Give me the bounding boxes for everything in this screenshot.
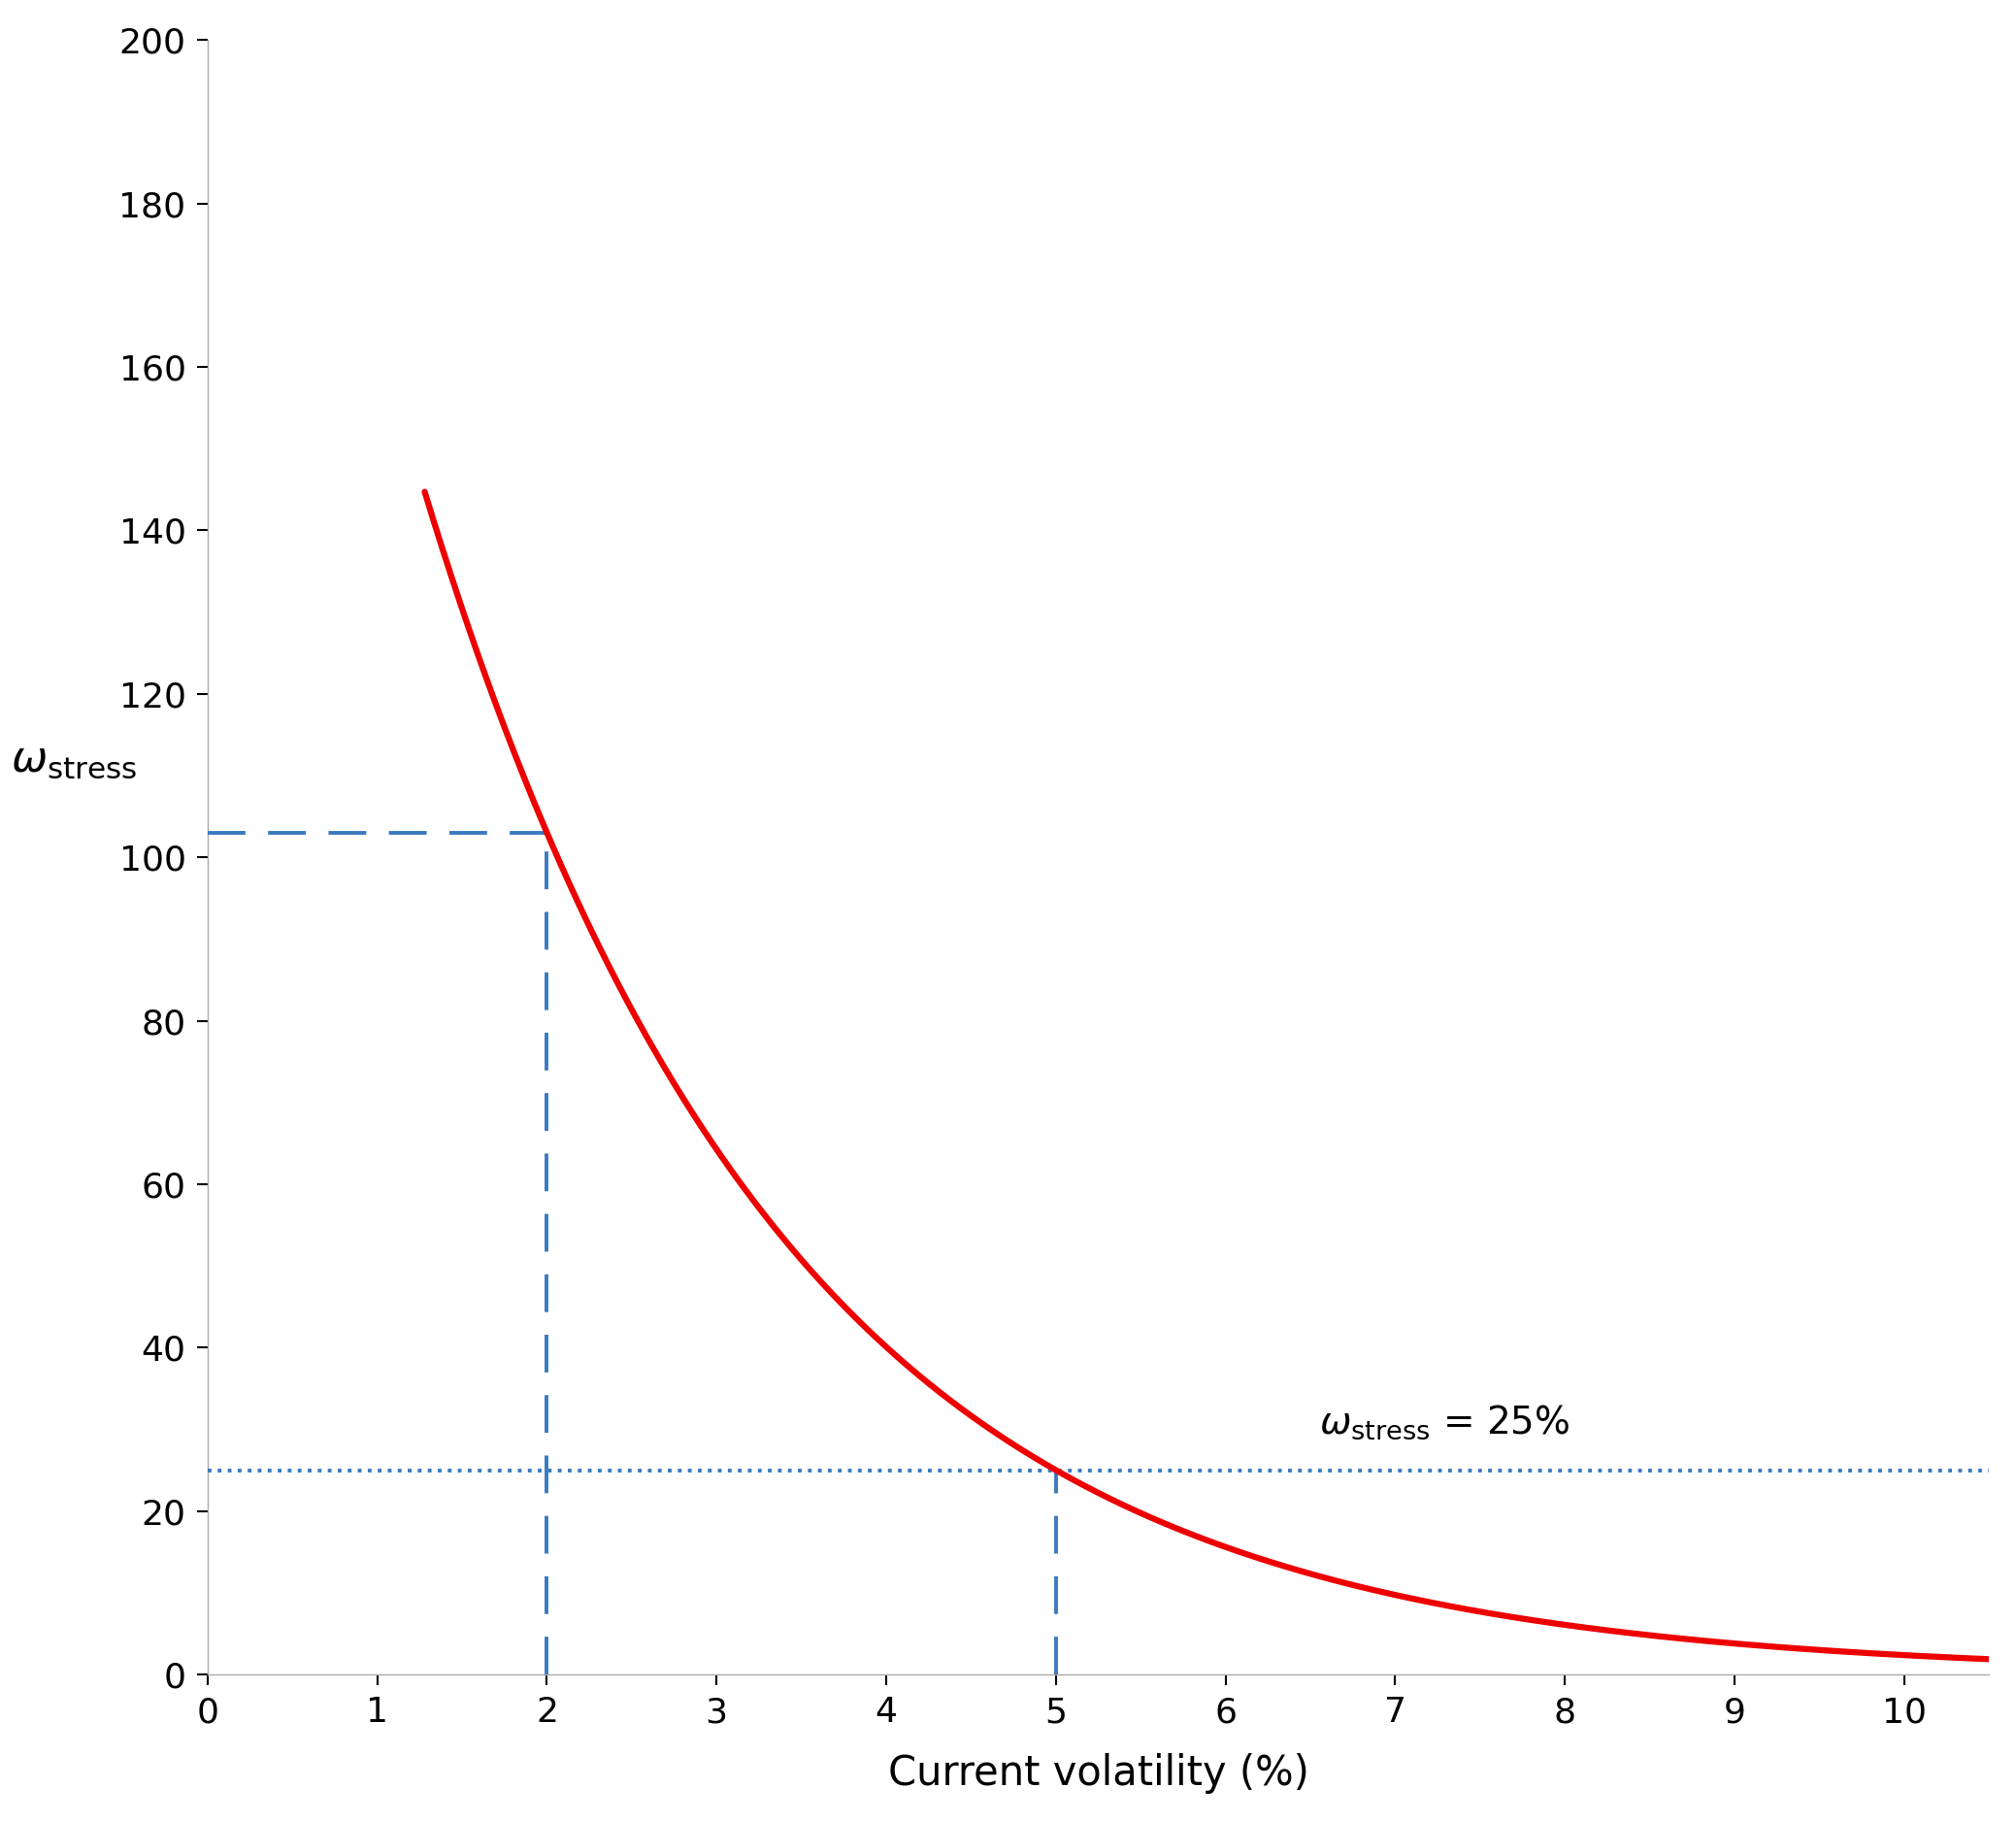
- Text: $\omega_{\mathrm{stress}}$ = 25%: $\omega_{\mathrm{stress}}$ = 25%: [1318, 1404, 1570, 1442]
- X-axis label: Current volatility (%): Current volatility (%): [887, 1754, 1308, 1794]
- Y-axis label: $\omega_{\mathrm{stress}}$: $\omega_{\mathrm{stress}}$: [10, 738, 137, 779]
